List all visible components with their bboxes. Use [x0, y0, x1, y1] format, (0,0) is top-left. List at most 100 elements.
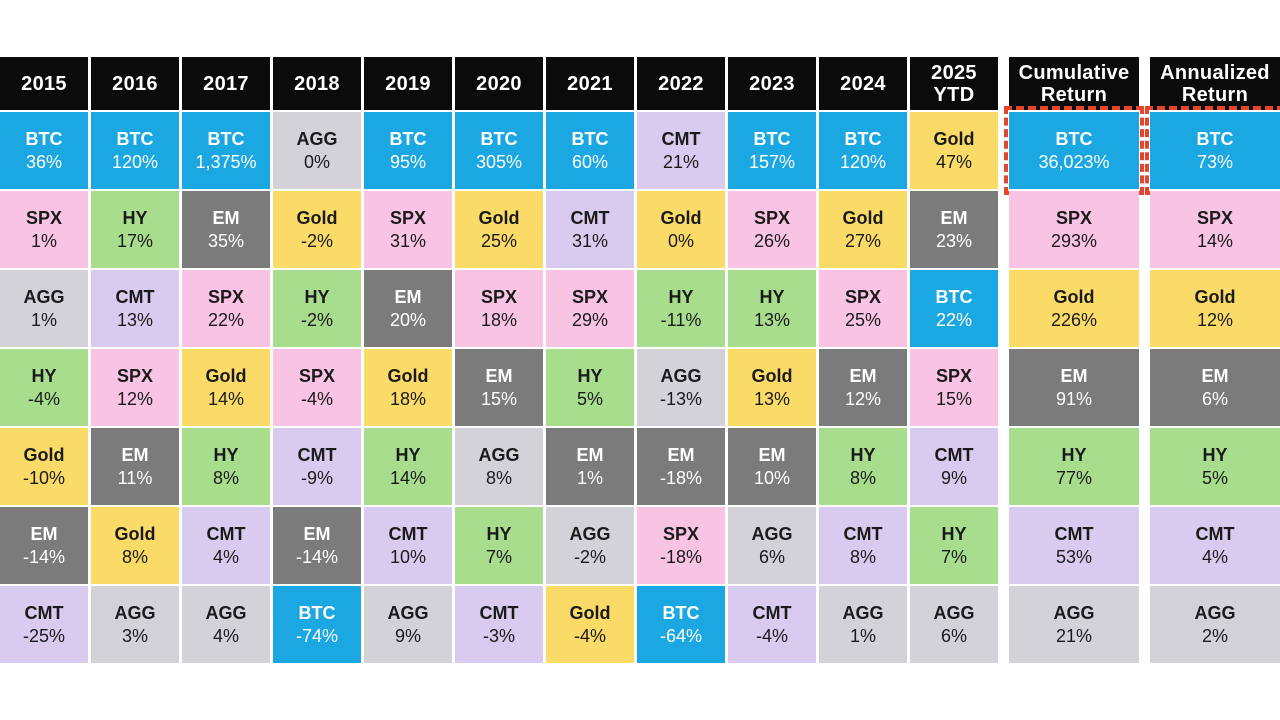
return-tile-2023-rank3-hy: HY 13% [728, 270, 816, 347]
return-tile-2025_ytd-rank4-spx: SPX 15% [910, 349, 998, 426]
asset-ticker-label: EM [303, 524, 331, 544]
asset-ticker-label: AGG [751, 524, 793, 544]
asset-return-value: 29% [571, 309, 609, 330]
return-tile-2017-rank6-cmt: CMT 4% [182, 507, 270, 584]
asset-ticker-label: AGG [842, 603, 884, 623]
asset-return-value: 31% [389, 230, 427, 251]
asset-return-value: 23% [935, 230, 973, 251]
asset-ticker-label: BTC [389, 129, 427, 149]
asset-ticker-label: SPX [935, 366, 973, 386]
asset-return-value: -25% [22, 625, 66, 646]
return-tile-2015-rank6-em: EM -14% [0, 507, 88, 584]
return-tile-2019-rank4-gold: Gold 18% [364, 349, 452, 426]
asset-ticker-label: AGG [569, 524, 611, 544]
asset-return-value: 53% [1055, 546, 1093, 567]
return-tile-2017-rank3-spx: SPX 22% [182, 270, 270, 347]
return-tile-annualized_return-rank4-em: EM 6% [1150, 349, 1280, 426]
asset-return-value: 9% [940, 467, 967, 488]
asset-ticker-label: CMT [934, 445, 974, 465]
asset-ticker-label: EM [1060, 366, 1088, 386]
asset-ticker-label: BTC [116, 129, 154, 149]
asset-ticker-label: HY [759, 287, 785, 307]
return-tile-2020-rank1-btc: BTC 305% [455, 112, 543, 189]
return-tile-2016-rank1-btc: BTC 120% [91, 112, 179, 189]
asset-ticker-label: SPX [753, 208, 791, 228]
asset-ticker-label: BTC [480, 129, 518, 149]
asset-ticker-label: EM [30, 524, 58, 544]
asset-return-value: 91% [1055, 388, 1093, 409]
asset-ticker-label: CMT [661, 129, 701, 149]
asset-return-value: 13% [116, 309, 154, 330]
column-header-2017: 2017 [182, 57, 270, 110]
column-header-2018: 2018 [273, 57, 361, 110]
return-tile-2021-rank7-gold: Gold -4% [546, 586, 634, 663]
asset-ticker-label: HY [486, 524, 512, 544]
return-tile-2018-rank1-agg: AGG 0% [273, 112, 361, 189]
return-tile-2022-rank6-spx: SPX -18% [637, 507, 725, 584]
return-tile-2023-rank6-agg: AGG 6% [728, 507, 816, 584]
asset-return-value: 2% [1201, 625, 1228, 646]
return-tile-2018-rank6-em: EM -14% [273, 507, 361, 584]
asset-ticker-label: AGG [205, 603, 247, 623]
asset-return-value: -3% [482, 625, 515, 646]
asset-ticker-label: CMT [297, 445, 337, 465]
return-tile-2018-rank5-cmt: CMT -9% [273, 428, 361, 505]
return-tile-2024-rank6-cmt: CMT 8% [819, 507, 907, 584]
asset-return-value: -9% [300, 467, 333, 488]
return-tile-2015-rank4-hy: HY -4% [0, 349, 88, 426]
asset-return-value: 8% [485, 467, 512, 488]
return-tile-2021-rank1-btc: BTC 60% [546, 112, 634, 189]
asset-ticker-label: BTC [1055, 129, 1093, 149]
column-header-2021: 2021 [546, 57, 634, 110]
asset-ticker-label: HY [1061, 445, 1087, 465]
asset-return-value: 12% [1196, 309, 1234, 330]
return-tile-2015-rank5-gold: Gold -10% [0, 428, 88, 505]
asset-return-value: 7% [940, 546, 967, 567]
asset-ticker-label: CMT [752, 603, 792, 623]
asset-ticker-label: CMT [24, 603, 64, 623]
asset-ticker-label: AGG [114, 603, 156, 623]
return-tile-2021-rank3-spx: SPX 29% [546, 270, 634, 347]
asset-return-value: 0% [303, 151, 330, 172]
asset-ticker-label: AGG [387, 603, 429, 623]
return-tile-2018-rank4-spx: SPX -4% [273, 349, 361, 426]
return-tile-2022-rank4-agg: AGG -13% [637, 349, 725, 426]
asset-ticker-label: Gold [205, 366, 247, 386]
asset-return-value: 13% [753, 388, 791, 409]
asset-return-value: 1% [30, 230, 57, 251]
return-tile-2019-rank5-hy: HY 14% [364, 428, 452, 505]
asset-ticker-label: BTC [1196, 129, 1234, 149]
asset-ticker-label: AGG [933, 603, 975, 623]
return-tile-2019-rank6-cmt: CMT 10% [364, 507, 452, 584]
asset-return-value: 60% [571, 151, 609, 172]
asset-return-value: 36% [25, 151, 63, 172]
return-tile-2021-rank2-cmt: CMT 31% [546, 191, 634, 268]
return-tile-2017-rank4-gold: Gold 14% [182, 349, 270, 426]
asset-returns-quilt-table: 2015 BTC 36% SPX 1% AGG 1% HY -4% Gold -10% EM -14% C… [0, 57, 1280, 663]
asset-ticker-label: AGG [660, 366, 702, 386]
return-tile-annualized_return-rank7-agg: AGG 2% [1150, 586, 1280, 663]
column-header-2019: 2019 [364, 57, 452, 110]
return-tile-2015-rank3-agg: AGG 1% [0, 270, 88, 347]
asset-return-value: 18% [389, 388, 427, 409]
return-tile-2024-rank1-btc: BTC 120% [819, 112, 907, 189]
return-tile-2020-rank7-cmt: CMT -3% [455, 586, 543, 663]
asset-return-value: 27% [844, 230, 882, 251]
asset-return-value: 4% [1201, 546, 1228, 567]
asset-return-value: 14% [1196, 230, 1234, 251]
asset-ticker-label: CMT [1195, 524, 1235, 544]
asset-return-value: 6% [1201, 388, 1228, 409]
column-header-annualized_return: Annualized Return [1150, 57, 1280, 110]
return-tile-2018-rank3-hy: HY -2% [273, 270, 361, 347]
asset-ticker-label: EM [667, 445, 695, 465]
return-tile-2021-rank6-agg: AGG -2% [546, 507, 634, 584]
asset-ticker-label: EM [212, 208, 240, 228]
asset-ticker-label: SPX [571, 287, 609, 307]
asset-ticker-label: Gold [660, 208, 702, 228]
asset-ticker-label: CMT [570, 208, 610, 228]
asset-return-value: 77% [1055, 467, 1093, 488]
asset-ticker-label: HY [213, 445, 239, 465]
return-tile-annualized_return-rank2-spx: SPX 14% [1150, 191, 1280, 268]
return-tile-2022-rank5-em: EM -18% [637, 428, 725, 505]
asset-ticker-label: EM [940, 208, 968, 228]
